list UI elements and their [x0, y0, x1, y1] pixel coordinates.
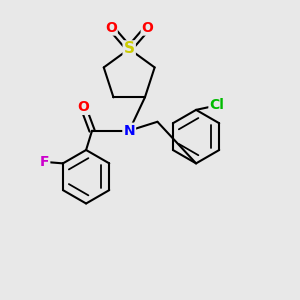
- Text: N: N: [123, 124, 135, 138]
- Text: S: S: [124, 41, 135, 56]
- Text: O: O: [105, 20, 117, 34]
- Text: F: F: [40, 155, 49, 169]
- Text: O: O: [142, 20, 154, 34]
- Text: Cl: Cl: [209, 98, 224, 112]
- Text: O: O: [77, 100, 89, 114]
